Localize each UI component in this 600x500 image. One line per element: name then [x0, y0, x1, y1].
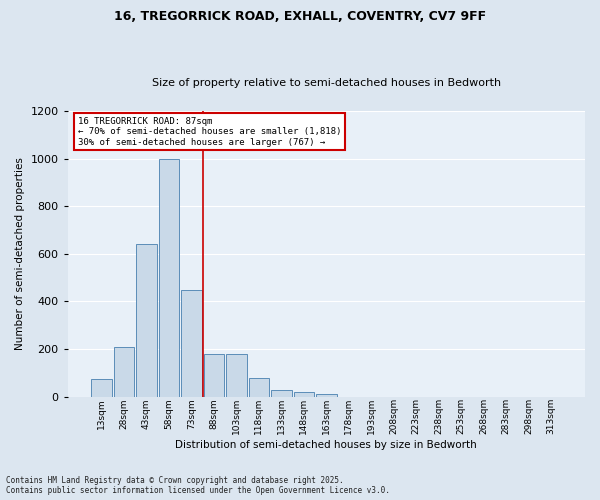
- Bar: [316, 394, 337, 396]
- Text: 16, TREGORRICK ROAD, EXHALL, COVENTRY, CV7 9FF: 16, TREGORRICK ROAD, EXHALL, COVENTRY, C…: [114, 10, 486, 23]
- Text: Contains HM Land Registry data © Crown copyright and database right 2025.
Contai: Contains HM Land Registry data © Crown c…: [6, 476, 390, 495]
- X-axis label: Distribution of semi-detached houses by size in Bedworth: Distribution of semi-detached houses by …: [175, 440, 477, 450]
- Bar: [181, 290, 202, 397]
- Text: 16 TREGORRICK ROAD: 87sqm
← 70% of semi-detached houses are smaller (1,818)
30% : 16 TREGORRICK ROAD: 87sqm ← 70% of semi-…: [78, 116, 341, 146]
- Bar: [136, 244, 157, 396]
- Bar: [91, 379, 112, 396]
- Title: Size of property relative to semi-detached houses in Bedworth: Size of property relative to semi-detach…: [152, 78, 501, 88]
- Bar: [114, 346, 134, 397]
- Bar: [293, 392, 314, 396]
- Bar: [158, 158, 179, 396]
- Bar: [203, 354, 224, 397]
- Bar: [226, 354, 247, 397]
- Y-axis label: Number of semi-detached properties: Number of semi-detached properties: [15, 158, 25, 350]
- Bar: [248, 378, 269, 396]
- Bar: [271, 390, 292, 396]
